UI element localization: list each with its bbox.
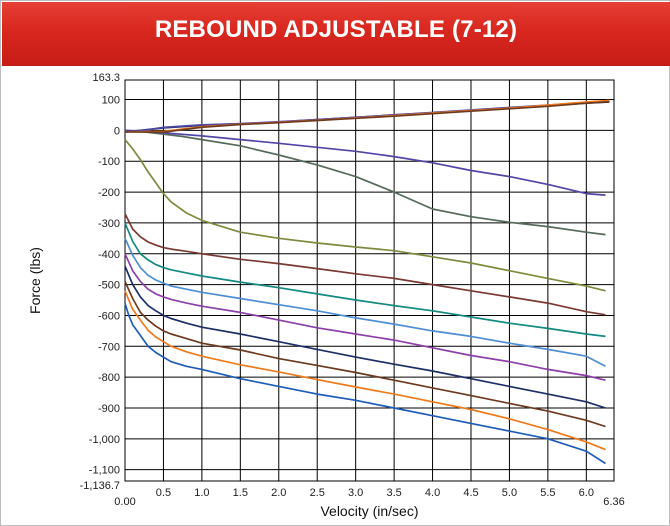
y-tick-label: -700 — [98, 341, 120, 353]
x-tick-label: 3.5 — [386, 487, 401, 499]
y-tick-label: -1,100 — [89, 465, 120, 477]
x-tick-label: 2.5 — [310, 487, 325, 499]
series-line-2 — [124, 290, 606, 451]
x-tick-label: 5.5 — [540, 487, 555, 499]
x-tick-label: 1.0 — [194, 487, 209, 499]
plot-border — [124, 79, 615, 482]
y-tick-label: -1,136.7 — [80, 480, 120, 492]
series-line-3 — [124, 281, 606, 428]
grid — [124, 79, 615, 482]
title-banner: REBOUND ADJUSTABLE (7-12) — [2, 2, 670, 66]
y-tick-label: 0 — [114, 125, 120, 137]
series-line-4 — [124, 265, 606, 409]
x-axis-label: Velocity (in/sec) — [320, 503, 418, 519]
series-line-6 — [124, 237, 606, 368]
y-tick-label: -300 — [98, 218, 120, 230]
y-tick-label: -1,000 — [89, 434, 120, 446]
x-tick-label: 4.5 — [463, 487, 478, 499]
x-tick-label: 5.0 — [502, 487, 517, 499]
x-tick-label: 6.0 — [579, 487, 594, 499]
x-tick-label: 0.5 — [156, 487, 171, 499]
x-tick-label: 2.0 — [271, 487, 286, 499]
series-line-9 — [124, 139, 606, 292]
series-line-1 — [124, 302, 606, 465]
chart-title: REBOUND ADJUSTABLE (7-12) — [154, 16, 518, 43]
x-tick-label: 1.5 — [233, 487, 248, 499]
y-axis-label: Force (lbs) — [27, 247, 43, 314]
x-tick-label: 3.0 — [348, 487, 363, 499]
series-line-10 — [124, 129, 606, 236]
series-line-7 — [124, 222, 606, 338]
y-tick-label: -400 — [98, 249, 120, 261]
y-tick-label: 163.3 — [92, 72, 120, 84]
series-lines — [124, 99, 610, 465]
x-tick-label: 0.00 — [114, 496, 135, 508]
y-tick-label: -900 — [98, 403, 120, 415]
series-line-8 — [124, 213, 606, 316]
series-line-15 — [124, 100, 610, 134]
y-tick-label: -100 — [98, 156, 120, 168]
y-tick-label: -200 — [98, 187, 120, 199]
y-tick-label: -600 — [98, 310, 120, 322]
tick-labels: 163.3 100 0 -100 -200 -300 -400 -500 -600 -700 -80… — [80, 72, 625, 508]
x-tick-label: 4.0 — [425, 487, 440, 499]
y-tick-label: 100 — [102, 95, 120, 107]
y-tick-label: -500 — [98, 280, 120, 292]
x-tick-label: 6.36 — [603, 496, 624, 508]
y-tick-label: -800 — [98, 372, 120, 384]
series-line-5 — [124, 253, 606, 382]
series-line-11 — [124, 129, 606, 196]
